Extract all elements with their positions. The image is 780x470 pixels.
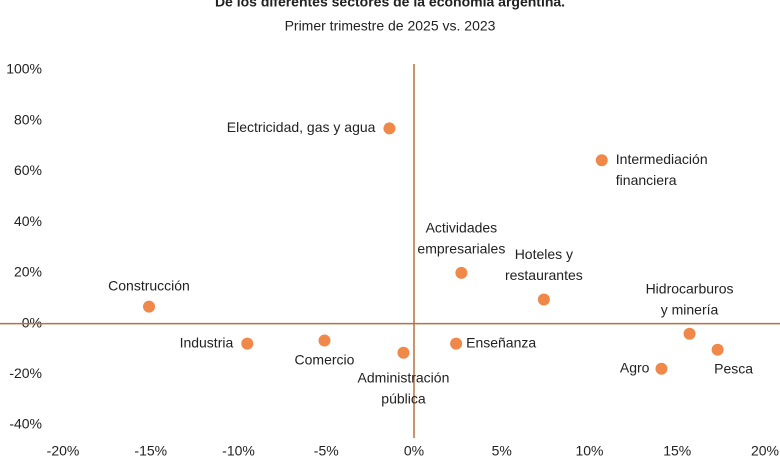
point-label: Administración <box>358 369 450 385</box>
x-tick-label: -15% <box>134 443 167 459</box>
point-label: Comercio <box>295 351 355 367</box>
point <box>537 293 550 306</box>
point <box>683 327 696 340</box>
y-tick-label: 100% <box>6 61 42 77</box>
point <box>142 300 155 313</box>
point <box>241 337 254 350</box>
point-label: pública <box>381 390 426 406</box>
chart-title: De los diferentes sectores de la economí… <box>215 0 565 10</box>
point-label: Pesca <box>714 360 753 376</box>
point-label: y minería <box>661 301 719 317</box>
y-tick-label: 60% <box>14 162 42 178</box>
point <box>711 343 724 356</box>
point-label: Actividades <box>426 220 498 236</box>
point-label: Hidrocarburos <box>646 280 734 296</box>
y-tick-label: -40% <box>9 416 42 432</box>
point-label: Hoteles y <box>515 246 573 262</box>
point <box>455 266 468 279</box>
point-label: Electricidad, gas y agua <box>227 119 376 135</box>
x-tick-label: 0% <box>404 443 424 459</box>
x-tick-label: -5% <box>314 443 339 459</box>
point-label: Enseñanza <box>466 334 536 350</box>
x-tick-label: 15% <box>663 443 691 459</box>
y-tick-label: -20% <box>9 365 42 381</box>
chart-subtitle: Primer trimestre de 2025 vs. 2023 <box>285 18 496 34</box>
point <box>655 362 668 375</box>
x-tick-label: -10% <box>222 443 255 459</box>
point-label: empresariales <box>417 241 505 257</box>
point <box>595 154 608 167</box>
y-tick-label: 20% <box>14 264 42 280</box>
x-tick-label: 5% <box>492 443 512 459</box>
point <box>383 122 396 135</box>
x-tick-label: -20% <box>47 443 80 459</box>
y-tick-label: 80% <box>14 111 42 127</box>
point <box>397 346 410 359</box>
y-tick-label: 0% <box>22 314 42 330</box>
point-label: Construcción <box>108 277 190 293</box>
x-tick-label: 20% <box>751 443 779 459</box>
point-label: restaurantes <box>505 267 583 283</box>
x-tick-label: 10% <box>575 443 603 459</box>
point <box>450 337 463 350</box>
point <box>318 334 331 347</box>
point-label: Industria <box>180 334 234 350</box>
point-label: financiera <box>616 172 677 188</box>
point-label: Intermediación <box>616 151 708 167</box>
y-tick-label: 40% <box>14 213 42 229</box>
point-label: Agro <box>620 359 650 375</box>
